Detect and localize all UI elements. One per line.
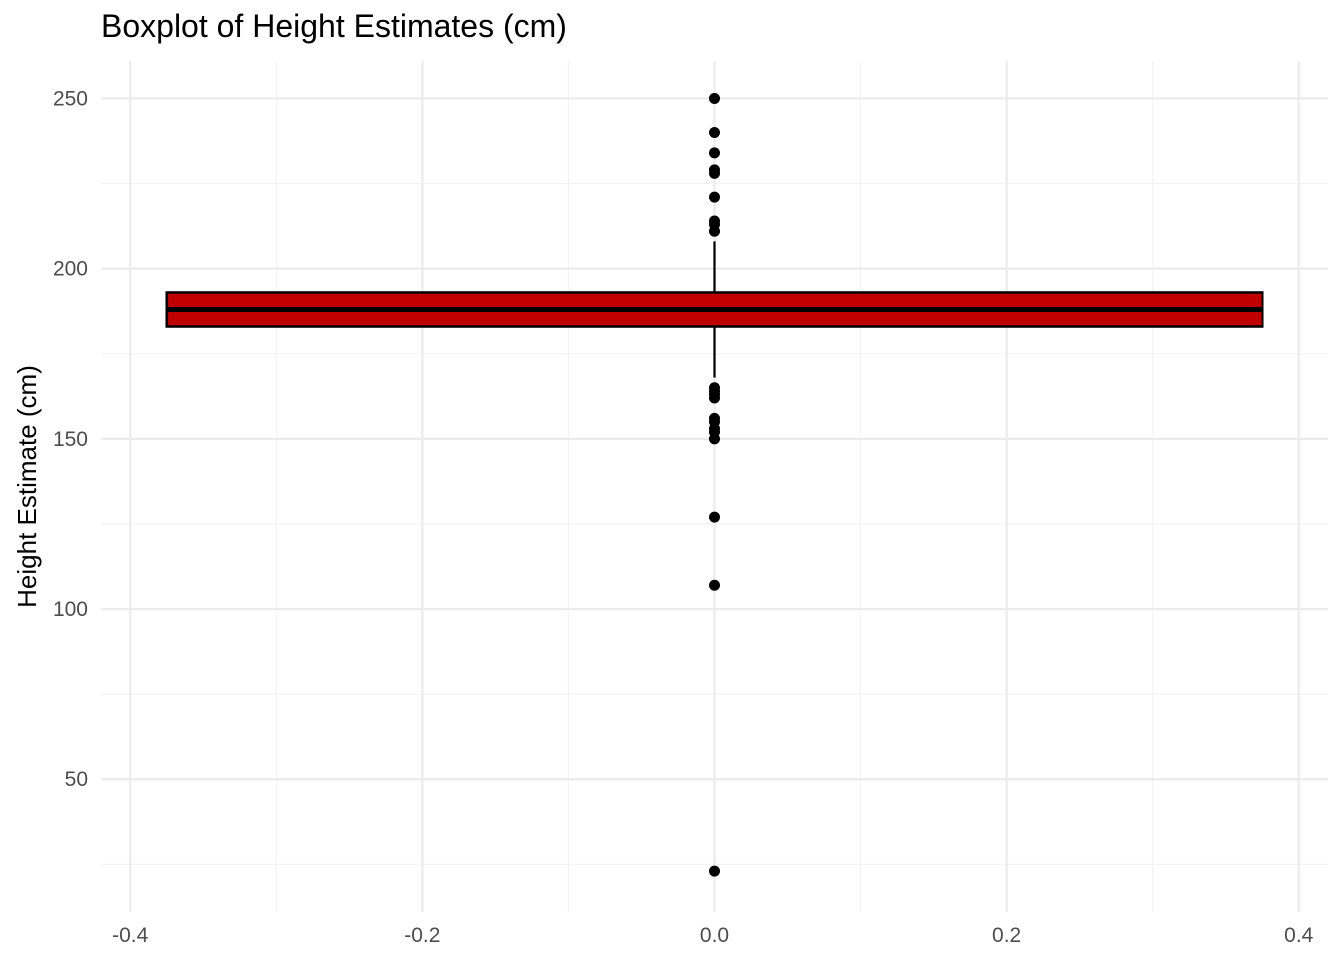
- x-tick-label: 0.2: [992, 924, 1021, 947]
- chart-title: Boxplot of Height Estimates (cm): [101, 8, 567, 44]
- x-tick-label: -0.2: [404, 924, 440, 947]
- x-tick-label: -0.4: [112, 924, 149, 947]
- outlier-point: [709, 579, 720, 591]
- outlier-point: [709, 225, 720, 237]
- x-axis-tick-labels: -0.4 -0.2 0.0 0.2 0.4: [112, 924, 1314, 947]
- y-axis-title: Height Estimate (cm): [12, 365, 42, 608]
- outlier-point: [709, 865, 720, 877]
- outlier-point: [709, 191, 720, 203]
- major-gridlines: [101, 61, 1328, 912]
- outlier-point: [709, 511, 720, 523]
- y-tick-label: 50: [65, 768, 88, 791]
- outlier-points: [709, 92, 720, 877]
- y-tick-label: 150: [53, 428, 88, 451]
- outlier-point: [709, 392, 720, 404]
- boxplot: [165, 241, 1264, 378]
- x-tick-label: 0.0: [700, 924, 729, 947]
- y-tick-label: 250: [53, 87, 88, 110]
- y-axis-tick-labels: 50 100 150 200 250: [53, 87, 88, 791]
- outlier-point: [709, 147, 720, 159]
- outlier-point: [709, 167, 720, 179]
- outlier-point: [709, 126, 720, 138]
- outlier-point: [709, 433, 720, 445]
- outlier-point: [709, 92, 720, 104]
- y-tick-label: 200: [53, 258, 88, 281]
- y-tick-label: 100: [53, 598, 88, 621]
- x-tick-label: 0.4: [1284, 924, 1314, 947]
